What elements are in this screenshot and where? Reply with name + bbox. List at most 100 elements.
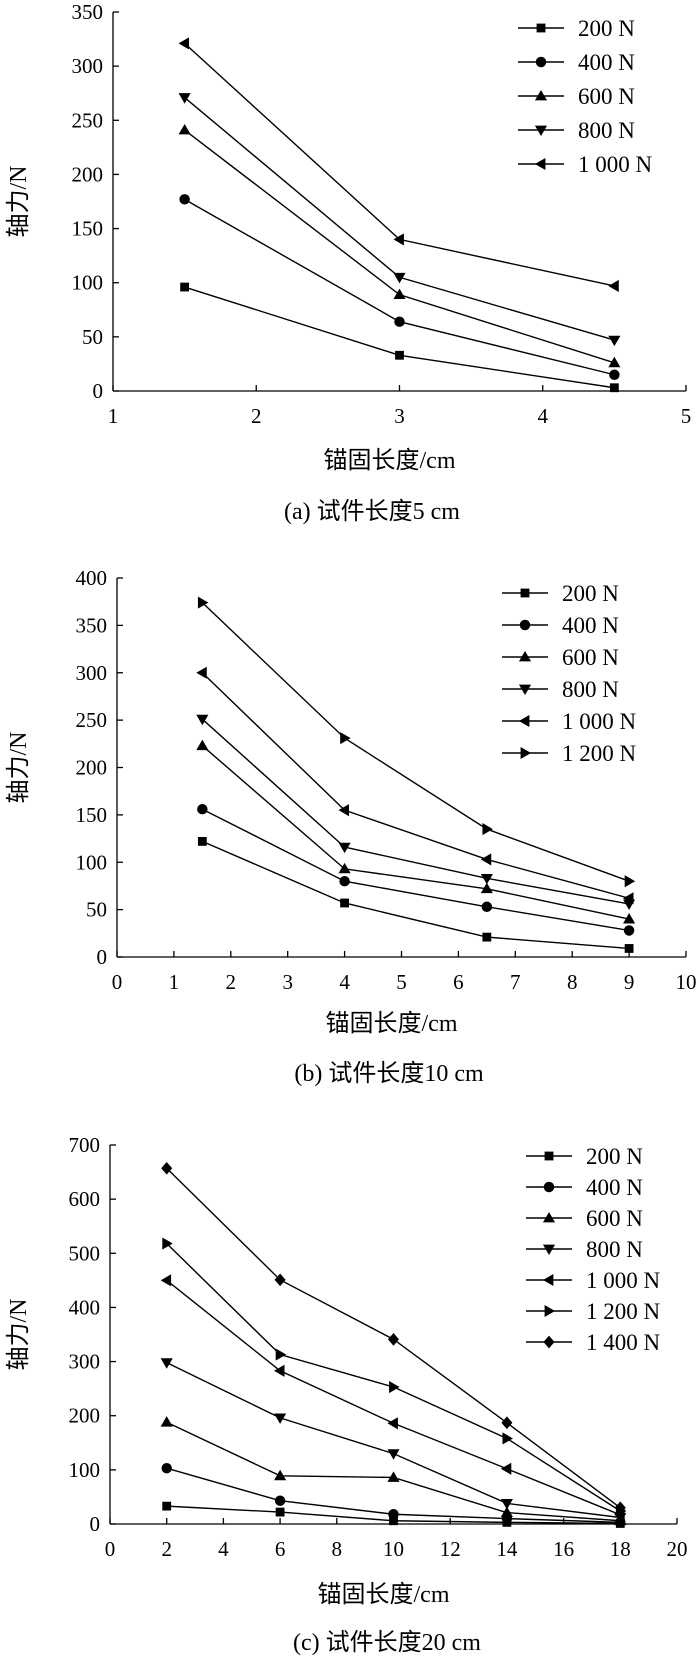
- data-point: [502, 1432, 513, 1445]
- legend-item: 200 N: [518, 16, 635, 41]
- series-line: [184, 286, 615, 389]
- x-tick-label: 2: [226, 970, 237, 994]
- data-point: [609, 369, 620, 380]
- y-tick-label: 200: [72, 162, 104, 186]
- chart-1: 0 50 100 150 200 250 300 350 1 2 3 4 5 锚固长度/cm 轴力/N (a)…: [5, 0, 691, 525]
- legend-marker: [520, 588, 530, 598]
- legend-label: 400 N: [586, 1175, 643, 1200]
- series-600N: [160, 1416, 627, 1526]
- y-tick-label: 250: [72, 108, 104, 132]
- data-point: [623, 892, 634, 905]
- data-point: [196, 739, 209, 751]
- y-axis-label: 轴力/N: [5, 1299, 32, 1371]
- chart-caption: (a) 试件长度5 cm: [284, 498, 460, 525]
- data-point: [388, 1333, 399, 1346]
- series-line: [202, 808, 630, 932]
- data-point: [387, 1449, 400, 1460]
- legend-item: 400 N: [526, 1175, 643, 1200]
- legend-label: 800 N: [562, 677, 619, 702]
- series-line: [184, 198, 615, 376]
- data-point: [389, 1380, 400, 1394]
- legend-item: 400 N: [502, 613, 619, 638]
- y-tick-label: 350: [76, 613, 108, 637]
- legend-label: 200 N: [586, 1144, 643, 1169]
- x-tick-label: 3: [394, 404, 405, 428]
- x-axis-label: 锚固长度/cm: [326, 1010, 458, 1037]
- data-point: [196, 714, 209, 726]
- legend-marker: [518, 650, 532, 662]
- legend-label: 600 N: [578, 84, 635, 109]
- data-point: [609, 383, 619, 393]
- legend-item: 200 N: [526, 1144, 643, 1169]
- series-line: [202, 840, 630, 950]
- data-point: [340, 898, 349, 908]
- y-tick-label: 600: [69, 1187, 101, 1211]
- y-tick-label: 700: [69, 1133, 101, 1157]
- legend-label: 800 N: [578, 118, 635, 143]
- data-point: [393, 272, 406, 284]
- legend-label: 400 N: [562, 613, 619, 638]
- legend-item: 400 N: [518, 50, 635, 75]
- x-axis-label: 锚固长度/cm: [318, 1581, 450, 1608]
- data-point: [482, 932, 492, 942]
- legend-label: 200 N: [562, 581, 619, 606]
- data-point: [394, 316, 405, 327]
- data-point: [161, 1463, 172, 1474]
- series-600N: [178, 123, 621, 368]
- x-tick-label: 8: [567, 970, 578, 994]
- legend-label: 1 200 N: [562, 741, 637, 766]
- legend-label: 200 N: [578, 16, 635, 41]
- series-1000N: [160, 1274, 625, 1521]
- data-point: [274, 1364, 285, 1377]
- legend-item: 1 200 N: [502, 741, 637, 766]
- chart-3: 0 100 200 300 400 500 600 700 0 2 4 6 8 10 12 14 16 18 20 锚…: [5, 1133, 688, 1656]
- data-point: [160, 1416, 173, 1427]
- legend-marker: [542, 1244, 556, 1256]
- data-point: [197, 803, 208, 815]
- series-600N: [196, 739, 636, 924]
- y-tick-label: 200: [69, 1404, 101, 1428]
- data-point: [387, 1471, 400, 1482]
- x-tick-label: 2: [161, 1537, 172, 1561]
- x-tick-label: 6: [453, 970, 464, 994]
- x-tick-label: 4: [218, 1537, 229, 1561]
- data-point: [608, 335, 621, 347]
- legend-label: 1 200 N: [586, 1299, 661, 1324]
- legend-marker: [542, 1211, 556, 1223]
- x-tick-label: 8: [332, 1537, 343, 1561]
- x-tick-label: 16: [553, 1537, 574, 1561]
- legend-marker: [542, 1273, 554, 1287]
- y-tick-label: 350: [72, 0, 104, 24]
- data-point: [338, 804, 349, 817]
- y-tick-label: 50: [86, 898, 107, 922]
- x-tick-label: 3: [282, 970, 293, 994]
- series-line: [201, 672, 630, 899]
- y-tick-label: 200: [76, 756, 108, 780]
- data-point: [623, 913, 636, 924]
- y-tick-label: 150: [76, 803, 108, 827]
- data-point: [160, 1358, 173, 1369]
- y-tick-label: 0: [97, 945, 108, 969]
- legend-label: 1 000 N: [586, 1268, 661, 1293]
- chart-2: 0 50 100 150 200 250 300 350 400 0 1 2 3 4 5 6 7 8 9 10 锚固长度…: [5, 566, 697, 1087]
- data-point: [500, 1506, 513, 1518]
- data-point: [274, 1413, 287, 1424]
- y-tick-label: 300: [76, 661, 108, 685]
- y-tick-label: 250: [76, 708, 108, 732]
- data-point: [161, 1161, 173, 1175]
- x-tick-label: 12: [440, 1537, 461, 1561]
- y-tick-label: 150: [72, 217, 104, 241]
- series-200N: [180, 282, 619, 393]
- legend-item: 800 N: [526, 1237, 643, 1262]
- legend-marker: [518, 714, 530, 728]
- data-point: [197, 596, 209, 609]
- legend-marker: [519, 619, 531, 631]
- legend-marker: [536, 23, 546, 33]
- series-1000N: [196, 666, 634, 905]
- data-point: [480, 882, 493, 894]
- y-tick-label: 0: [93, 379, 104, 403]
- data-point: [393, 233, 404, 246]
- x-tick-label: 0: [105, 1537, 116, 1561]
- series-200N: [197, 837, 634, 953]
